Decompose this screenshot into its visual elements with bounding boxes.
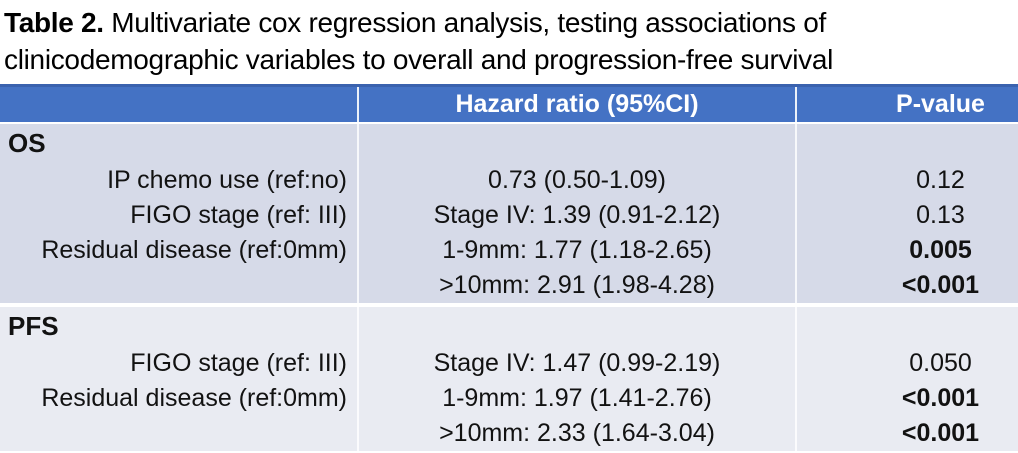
os-section-header-row: OS [0,124,1018,163]
empty-cell [797,307,1018,346]
table-caption-text: Multivariate cox regression analysis, te… [4,7,834,75]
p-value: 0.050 [909,349,972,377]
os-section-label: OS [8,128,46,158]
table-caption-number: Table 2. [4,7,104,38]
row-label [0,416,357,451]
pfs-section-label: PFS [8,311,59,341]
empty-cell [797,124,1018,163]
p-value: 0.13 [916,201,965,229]
p-value: <0.001 [901,384,980,412]
row-label: FIGO stage (ref: III) [130,349,347,377]
table-row: FIGO stage (ref: III) Stage IV: 1.47 (0.… [0,346,1018,381]
empty-cell [357,124,797,163]
pfs-section-header-row: PFS [0,307,1018,346]
p-value: <0.001 [901,271,980,299]
row-label: Residual disease (ref:0mm) [41,384,347,412]
row-label: IP chemo use (ref:no) [107,166,347,194]
table-row: >10mm: 2.33 (1.64-3.04) <0.001 [0,416,1018,451]
cox-regression-table: Hazard ratio (95%CI) P-value OS IP chemo… [0,84,1018,451]
empty-cell [357,307,797,346]
table-row: IP chemo use (ref:no) 0.73 (0.50-1.09) 0… [0,163,1018,198]
header-variable-cell [0,87,357,122]
table-header-row: Hazard ratio (95%CI) P-value [0,84,1018,122]
p-value: 0.12 [916,166,965,194]
header-p-value: P-value [896,90,985,118]
hazard-ratio-value: >10mm: 2.91 (1.98-4.28) [357,268,797,303]
hazard-ratio-value: Stage IV: 1.47 (0.99-2.19) [357,346,797,381]
hazard-ratio-value: 1-9mm: 1.97 (1.41-2.76) [357,381,797,416]
hazard-ratio-value: 1-9mm: 1.77 (1.18-2.65) [357,233,797,268]
row-label [0,268,357,303]
hazard-ratio-value: Stage IV: 1.39 (0.91-2.12) [357,198,797,233]
hazard-ratio-value: 0.73 (0.50-1.09) [357,163,797,198]
table-row: Residual disease (ref:0mm) 1-9mm: 1.97 (… [0,381,1018,416]
row-label: Residual disease (ref:0mm) [41,236,347,264]
table-row: FIGO stage (ref: III) Stage IV: 1.39 (0.… [0,198,1018,233]
table-row: Residual disease (ref:0mm) 1-9mm: 1.77 (… [0,233,1018,268]
table-caption: Table 2. Multivariate cox regression ana… [0,0,1018,84]
hazard-ratio-value: >10mm: 2.33 (1.64-3.04) [357,416,797,451]
p-value: <0.001 [901,419,980,447]
os-section: OS IP chemo use (ref:no) 0.73 (0.50-1.09… [0,122,1018,303]
header-hazard-ratio: Hazard ratio (95%CI) [357,87,797,122]
row-label: FIGO stage (ref: III) [130,201,347,229]
p-value: 0.005 [909,236,972,264]
pfs-section: PFS FIGO stage (ref: III) Stage IV: 1.47… [0,303,1018,451]
table-row: >10mm: 2.91 (1.98-4.28) <0.001 [0,268,1018,303]
